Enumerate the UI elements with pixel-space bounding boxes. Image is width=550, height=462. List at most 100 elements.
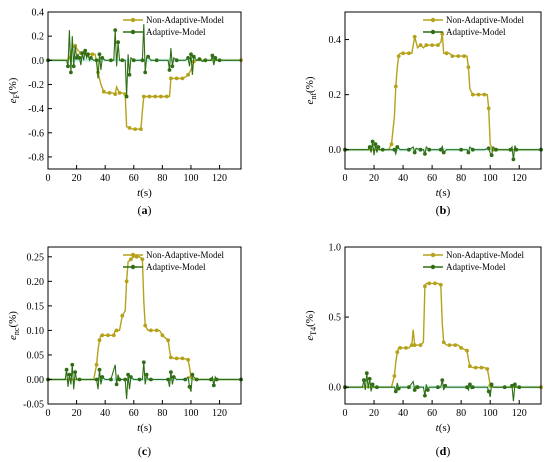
legend-label: Adaptive-Model <box>146 262 206 272</box>
data-point <box>214 377 219 382</box>
data-point <box>489 382 494 387</box>
data-point <box>440 378 445 383</box>
data-point <box>436 385 440 390</box>
data-point <box>470 385 475 390</box>
y-tick-label: 0.5 <box>329 313 342 324</box>
data-point <box>370 382 375 387</box>
data-point <box>174 58 179 63</box>
data-point <box>217 58 222 63</box>
x-tick-label: 80 <box>157 408 167 419</box>
x-tick-label: 100 <box>183 173 198 184</box>
data-point <box>94 362 99 367</box>
legend-label: Non-Adaptive-Model <box>446 250 524 260</box>
data-point <box>144 372 149 377</box>
data-point <box>117 91 122 95</box>
data-point <box>137 377 142 382</box>
data-point <box>194 377 199 382</box>
data-point <box>77 377 82 382</box>
data-point <box>197 57 202 61</box>
data-point <box>367 145 372 149</box>
data-point <box>513 382 517 387</box>
x-tick-label: 120 <box>512 173 527 184</box>
x-tick-label: 60 <box>427 408 437 419</box>
data-point <box>140 257 145 262</box>
data-point <box>392 374 397 378</box>
data-point <box>166 377 171 382</box>
x-tick-label: 0 <box>46 408 51 419</box>
data-point <box>109 377 113 382</box>
data-point <box>140 58 145 63</box>
y-tick-label: -0.4 <box>28 104 44 115</box>
data-point <box>111 333 116 338</box>
legend-label: Adaptive-Model <box>146 27 206 37</box>
series-line-adaptive <box>48 24 241 97</box>
data-point <box>485 367 490 371</box>
data-point <box>418 147 423 152</box>
legend-label: Non-Adaptive-Model <box>146 250 224 260</box>
legend-marker <box>130 29 136 35</box>
data-point <box>396 54 401 58</box>
legend-marker <box>430 17 436 23</box>
data-point <box>100 375 105 379</box>
data-point <box>203 58 208 63</box>
panel-label: (a) <box>138 203 152 217</box>
data-point <box>423 393 427 398</box>
data-point <box>180 356 185 361</box>
y-tick-label: 0.10 <box>27 326 45 337</box>
y-tick-label: -0.2 <box>28 80 44 91</box>
legend-marker <box>430 29 436 35</box>
data-point <box>514 147 519 152</box>
data-point <box>376 145 381 149</box>
data-point <box>433 281 437 286</box>
data-point <box>114 328 119 333</box>
x-tick-label: 40 <box>100 173 110 184</box>
data-point <box>124 279 129 284</box>
data-point <box>143 70 148 75</box>
data-point <box>479 365 484 370</box>
data-point <box>73 370 78 374</box>
x-tick-label: 40 <box>398 408 408 419</box>
data-point <box>395 145 400 149</box>
y-axis-label: eT4(%) <box>304 310 318 341</box>
data-point <box>126 372 130 377</box>
data-point <box>486 389 491 394</box>
data-point <box>100 56 105 60</box>
chart-panel-1: 0 20 40 60 80 100 120 0.4 0.2 0.0 -0.2 -0.4 -0.6 -0.8… <box>7 8 243 217</box>
x-tick-label: 80 <box>157 173 167 184</box>
data-point <box>470 92 475 97</box>
data-point <box>459 147 463 152</box>
legend-label: Non-Adaptive-Model <box>146 15 224 25</box>
data-point <box>107 91 112 95</box>
x-axis-label: t(s) <box>436 187 451 199</box>
data-point <box>146 54 151 59</box>
data-point <box>447 343 452 347</box>
x-tick-label: 120 <box>512 408 527 419</box>
x-tick-label: 20 <box>72 173 82 184</box>
y-tick-label: 0.0 <box>329 383 342 394</box>
x-tick-label: 40 <box>100 408 110 419</box>
data-point <box>404 346 408 350</box>
y-tick-label: 0.20 <box>27 277 45 288</box>
data-point <box>141 94 146 99</box>
data-point <box>100 333 105 338</box>
data-point <box>143 323 148 328</box>
data-point <box>64 367 69 372</box>
data-point <box>362 378 366 383</box>
data-point <box>154 58 159 63</box>
data-point <box>69 70 73 75</box>
plot-frame <box>47 11 242 170</box>
panel-label: (b) <box>436 203 451 217</box>
x-tick-label: 100 <box>483 408 498 419</box>
series-line-non-adaptive <box>345 282 541 388</box>
data-point <box>412 150 417 155</box>
data-point <box>113 28 118 32</box>
data-point <box>131 58 136 63</box>
data-point <box>133 127 138 131</box>
y-tick-label: 0.25 <box>27 252 45 263</box>
x-tick-label: 20 <box>369 173 379 184</box>
panel-label: (c) <box>138 444 151 458</box>
data-point <box>120 58 125 63</box>
data-point <box>418 343 423 347</box>
data-point <box>468 382 472 387</box>
